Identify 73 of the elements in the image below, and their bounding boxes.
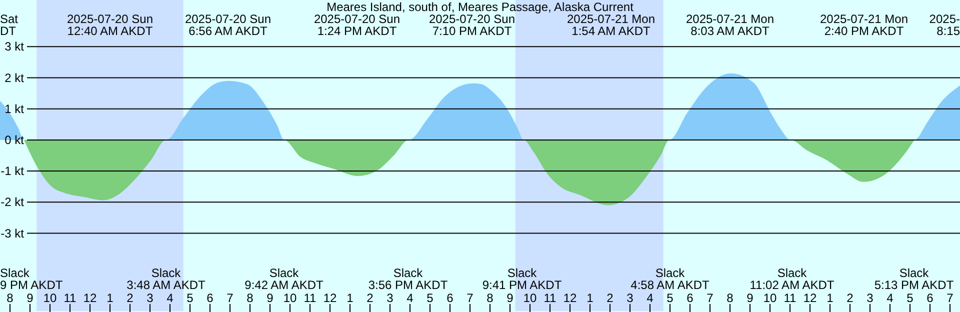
annotation: Slack 11:02 AM AKDT: [750, 266, 835, 292]
x-tick-label: 6: [206, 291, 214, 305]
x-tick-label: 10: [763, 291, 777, 305]
x-tick-label: 10: [283, 291, 297, 305]
annotation: Slack 9 PM AKDT: [0, 266, 64, 292]
x-tick-label: 2: [366, 291, 374, 305]
x-tick-label: 7: [226, 291, 234, 305]
x-tick-label: 11: [304, 291, 317, 305]
x-tick-label: 3: [146, 291, 154, 305]
x-tick-label: 10: [43, 291, 57, 305]
x-tick-label: 7: [466, 291, 474, 305]
x-tick-label: 11: [544, 291, 557, 305]
x-tick-label: 8: [726, 291, 734, 305]
x-tick-label: 11: [64, 291, 77, 305]
x-tick-label: 11: [784, 291, 797, 305]
annotation: 2025- 8:15: [929, 12, 960, 38]
annotation: Slack 3:56 PM AKDT: [368, 266, 448, 292]
x-tick-label: 10: [523, 291, 537, 305]
y-tick-label: -3 kt: [0, 226, 25, 240]
x-tick-label: 4: [886, 291, 894, 305]
annotation: 2025-07-21 Mon 1:54 AM AKDT: [566, 12, 656, 38]
x-tick-label: 12: [83, 291, 97, 305]
annotation: Slack 9:41 PM AKDT: [482, 266, 562, 292]
x-tick-label: 5: [666, 291, 674, 305]
x-tick-label: 7: [706, 291, 714, 305]
x-tick-label: 5: [906, 291, 914, 305]
annotation: Slack 9:42 AM AKDT: [244, 266, 324, 292]
x-tick-label: 3: [866, 291, 874, 305]
y-tick-label: -1 kt: [0, 164, 25, 178]
annotation: 2025-07-21 Mon 8:03 AM AKDT: [686, 12, 774, 38]
x-tick-label: 2: [126, 291, 134, 305]
x-tick-label: 9: [746, 291, 754, 305]
y-tick-label: -2 kt: [0, 195, 25, 210]
x-tick-label: 1: [106, 291, 114, 305]
x-tick-label: 7: [946, 291, 954, 305]
x-tick-label: 1: [826, 291, 834, 305]
x-tick-label: 1: [586, 291, 594, 305]
x-tick-label: 6: [686, 291, 694, 305]
annotation: Slack 3:48 AM AKDT: [126, 266, 206, 292]
x-tick-label: 12: [803, 291, 817, 305]
x-tick-label: 2: [846, 291, 854, 305]
annotation: Sat DT: [0, 12, 19, 38]
chart-title: Meares Island, south of, Meares Passage, Alaska Current: [326, 0, 634, 14]
x-tick-label: 5: [426, 291, 434, 305]
x-tick-label: 8: [246, 291, 254, 305]
annotation: Slack 5:13 PM AKDT: [874, 266, 954, 292]
x-tick-label: 3: [386, 291, 394, 305]
y-tick-label: 2 kt: [4, 70, 25, 85]
y-tick-label: 3 kt: [4, 40, 25, 54]
annotation: 2025-07-20 Sun 1:24 PM AKDT: [314, 12, 400, 38]
x-tick-label: 12: [323, 291, 337, 305]
x-tick-label: 9: [506, 291, 514, 305]
x-tick-label: 4: [406, 291, 414, 305]
x-tick-label: 6: [926, 291, 934, 305]
x-tick-label: 4: [166, 291, 174, 305]
x-tick-label: 6: [446, 291, 454, 305]
x-tick-label: 9: [266, 291, 274, 305]
x-tick-label: 8: [6, 291, 14, 305]
x-tick-label: 5: [186, 291, 194, 305]
annotation: Slack 4:58 AM AKDT: [630, 266, 710, 292]
annotation: 2025-07-21 Mon 2:40 PM AKDT: [820, 12, 908, 38]
annotation: 2025-07-20 Sun 12:40 AM AKDT: [66, 12, 154, 38]
x-tick-label: 12: [563, 291, 577, 305]
annotation: 2025-07-20 Sun 6:56 AM AKDT: [184, 12, 272, 38]
x-tick-label: 9: [26, 291, 34, 305]
x-tick-label: 3: [626, 291, 634, 305]
annotation: 2025-07-20 Sun 7:10 PM AKDT: [428, 12, 516, 38]
x-tick-label: 4: [646, 291, 654, 305]
y-tick-label: 0 kt: [4, 132, 25, 147]
x-tick-label: 1: [346, 291, 354, 305]
x-tick-label: 2: [606, 291, 614, 305]
x-tick-label: 8: [486, 291, 494, 305]
y-tick-label: 1 kt: [4, 102, 25, 116]
